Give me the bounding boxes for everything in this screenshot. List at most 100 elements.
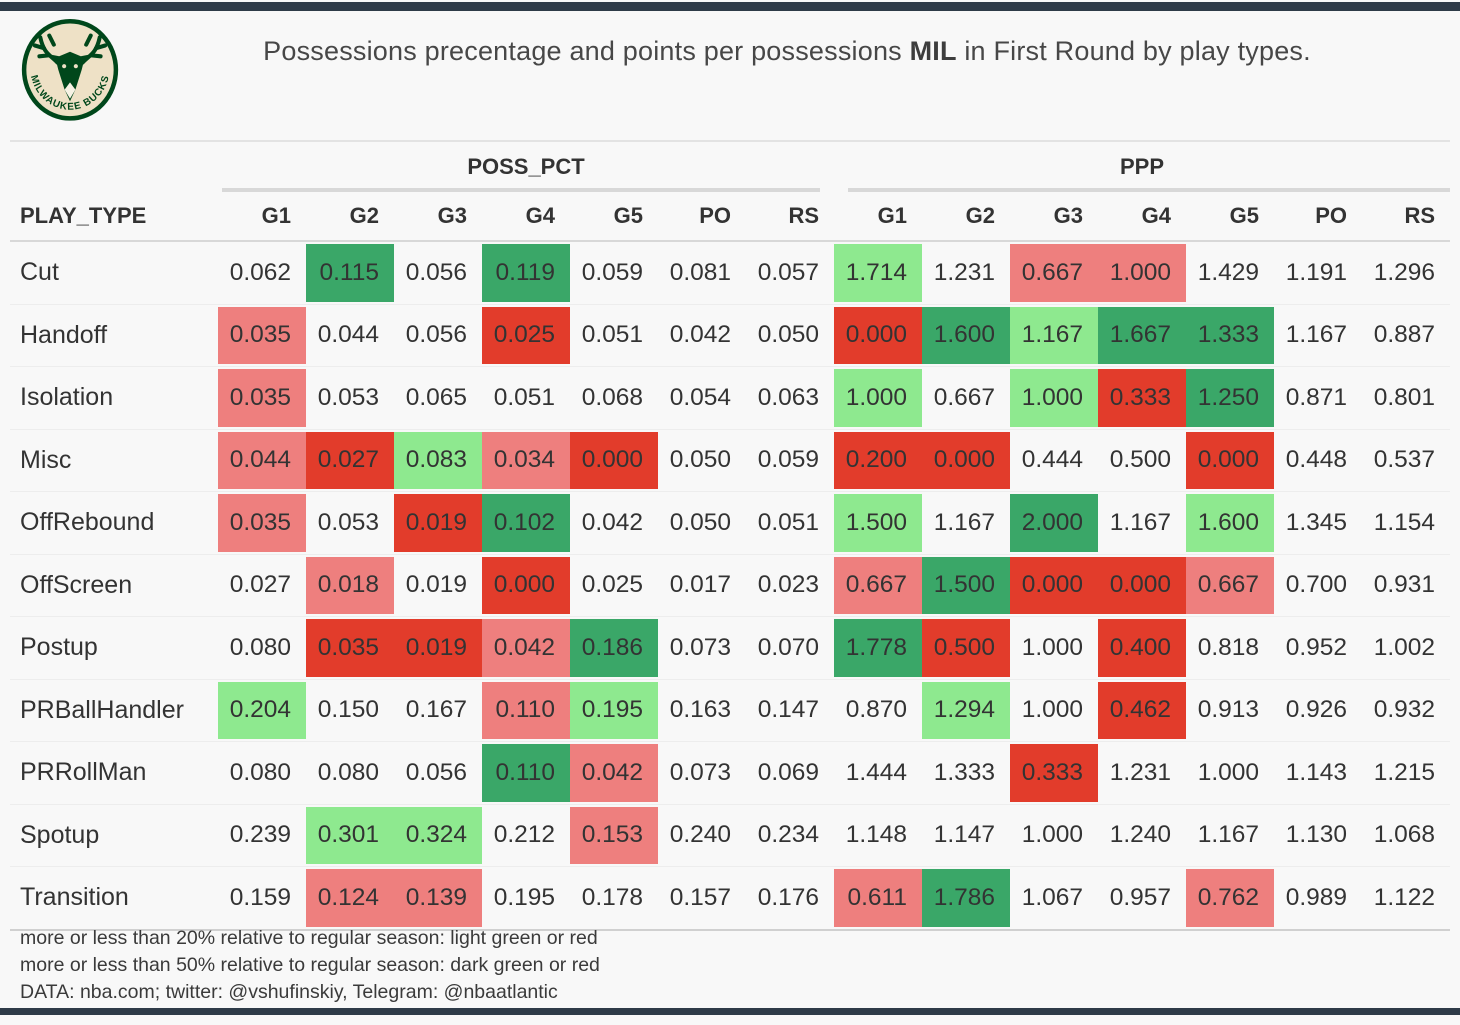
play-type-label: Misc (20, 445, 72, 474)
row-header-play-type: PLAY_TYPE (20, 203, 147, 228)
milwaukee-bucks-logo: MILWAUKEE BUCKS (16, 14, 124, 122)
poss_pct-cell: 0.301 (306, 806, 394, 864)
ppp-cell: 1.148 (845, 821, 907, 849)
poss_pct-cell: 0.019 (394, 619, 482, 677)
poss_pct-cell: 0.035 (218, 369, 306, 427)
ppp-cell: 1.240 (1109, 821, 1171, 849)
col-header-poss_pct-g4: G4 (525, 203, 555, 228)
ppp-cell: 1.250 (1186, 369, 1274, 427)
poss_pct-cell: 0.051 (757, 508, 819, 536)
play-type-label: Isolation (20, 383, 114, 412)
poss_pct-cell: 0.147 (757, 696, 819, 724)
ppp-cell: 0.000 (1098, 556, 1186, 614)
poss_pct-cell: 0.000 (570, 431, 658, 489)
ppp-cell: 1.147 (933, 821, 995, 849)
footnote-20pct: more or less than 20% relative to regula… (20, 927, 598, 949)
poss_pct-cell: 0.239 (229, 821, 291, 849)
poss_pct-cell: 0.057 (757, 258, 819, 286)
ppp-cell: 0.887 (1373, 321, 1435, 349)
ppp-cell: 1.167 (1285, 321, 1347, 349)
col-header-ppp-po: PO (1315, 203, 1347, 228)
poss_pct-cell: 0.034 (482, 431, 570, 489)
poss_pct-cell: 0.153 (570, 806, 658, 864)
ppp-cell: 0.762 (1186, 869, 1274, 927)
poss_pct-cell: 0.018 (306, 556, 394, 614)
col-header-poss_pct-po: PO (699, 203, 731, 228)
ppp-cell: 0.333 (1010, 744, 1098, 802)
poss_pct-cell: 0.025 (581, 571, 643, 599)
poss_pct-cell: 0.081 (669, 258, 731, 286)
ppp-cell: 0.871 (1285, 383, 1347, 411)
col-header-ppp-g5: G5 (1229, 203, 1259, 228)
poss_pct-cell: 0.059 (757, 446, 819, 474)
table-row: OffScreen 0.027 0.018 0.019 0.000 0.025 0.017 0… (10, 553, 1450, 617)
poss_pct-cell: 0.080 (317, 758, 379, 786)
play-type-label: Postup (20, 633, 98, 662)
ppp-cell: 1.600 (922, 306, 1010, 364)
poss_pct-cell: 0.068 (581, 383, 643, 411)
ppp-cell: 1.000 (1098, 244, 1186, 302)
ppp-cell: 2.000 (1010, 494, 1098, 552)
ppp-cell: 0.667 (1010, 244, 1098, 302)
poss_pct-cell: 0.102 (482, 494, 570, 552)
poss_pct-cell: 0.035 (306, 619, 394, 677)
poss_pct-cell: 0.051 (581, 321, 643, 349)
poss_pct-cell: 0.159 (229, 883, 291, 911)
column-header-row: PLAY_TYPE G1 G2 G3 G4 G5 PO RS G1 G2 G3 G4 G5 PO RS (10, 192, 1450, 242)
poss_pct-cell: 0.025 (482, 306, 570, 364)
ppp-cell: 0.000 (922, 431, 1010, 489)
group-header-row: POSS_PCT PPP (10, 142, 1450, 192)
ppp-cell: 1.000 (1010, 369, 1098, 427)
ppp-cell: 1.667 (1098, 306, 1186, 364)
col-header-ppp-g3: G3 (1053, 203, 1083, 228)
top-border-bar (0, 2, 1460, 11)
col-header-ppp-g4: G4 (1141, 203, 1171, 228)
ppp-cell: 0.913 (1197, 696, 1259, 724)
poss_pct-cell: 0.157 (669, 883, 731, 911)
ppp-cell: 1.333 (933, 758, 995, 786)
poss_pct-cell: 0.056 (405, 758, 467, 786)
poss_pct-cell: 0.234 (757, 821, 819, 849)
ppp-cell: 1.294 (922, 681, 1010, 739)
poss_pct-cell: 0.019 (394, 494, 482, 552)
poss_pct-cell: 0.050 (669, 508, 731, 536)
poss_pct-cell: 0.042 (482, 619, 570, 677)
play-type-label: Handoff (20, 320, 108, 349)
table-row: Postup 0.080 0.035 0.019 0.042 0.186 0.073 0.07… (10, 616, 1450, 679)
ppp-cell: 1.068 (1373, 821, 1435, 849)
ppp-cell: 1.191 (1285, 258, 1347, 286)
poss_pct-cell: 0.023 (757, 571, 819, 599)
col-header-ppp-g2: G2 (965, 203, 995, 228)
ppp-cell: 0.989 (1285, 883, 1347, 911)
play-type-label: PRRollMan (20, 758, 147, 787)
ppp-cell: 0.667 (834, 556, 922, 614)
corner-cell (10, 142, 218, 192)
poss_pct-cell: 0.115 (306, 244, 394, 302)
ppp-cell: 1.154 (1373, 508, 1435, 536)
poss_pct-cell: 0.073 (669, 633, 731, 661)
poss_pct-cell: 0.070 (757, 633, 819, 661)
footnotes: more or less than 20% relative to regula… (20, 925, 600, 1006)
footnote-50pct: more or less than 50% relative to regula… (20, 954, 600, 976)
poss_pct-cell: 0.212 (493, 821, 555, 849)
ppp-cell: 1.429 (1197, 258, 1259, 286)
poss_pct-cell: 0.017 (669, 571, 731, 599)
ppp-cell: 1.167 (1010, 306, 1098, 364)
ppp-cell: 1.067 (1021, 883, 1083, 911)
ppp-cell: 1.231 (1109, 758, 1171, 786)
ppp-cell: 1.500 (922, 556, 1010, 614)
poss_pct-cell: 0.056 (405, 258, 467, 286)
ppp-cell: 1.167 (1197, 821, 1259, 849)
table-row: Misc 0.044 0.027 0.083 0.034 0.000 0.050 0.059 0… (10, 428, 1450, 492)
footnote-source: DATA: nba.com; twitter: @vshufinskiy, Te… (20, 981, 558, 1003)
play-type-label: OffScreen (20, 570, 133, 599)
play-type-label: Transition (20, 883, 129, 912)
poss_pct-cell: 0.195 (570, 681, 658, 739)
poss_pct-cell: 0.053 (317, 508, 379, 536)
ppp-cell: 1.600 (1186, 494, 1274, 552)
poss_pct-cell: 0.080 (229, 758, 291, 786)
poss_pct-cell: 0.073 (669, 758, 731, 786)
table-row: Handoff 0.035 0.044 0.056 0.025 0.051 0.042 0.0… (10, 303, 1450, 367)
poss_pct-cell: 0.054 (669, 383, 731, 411)
